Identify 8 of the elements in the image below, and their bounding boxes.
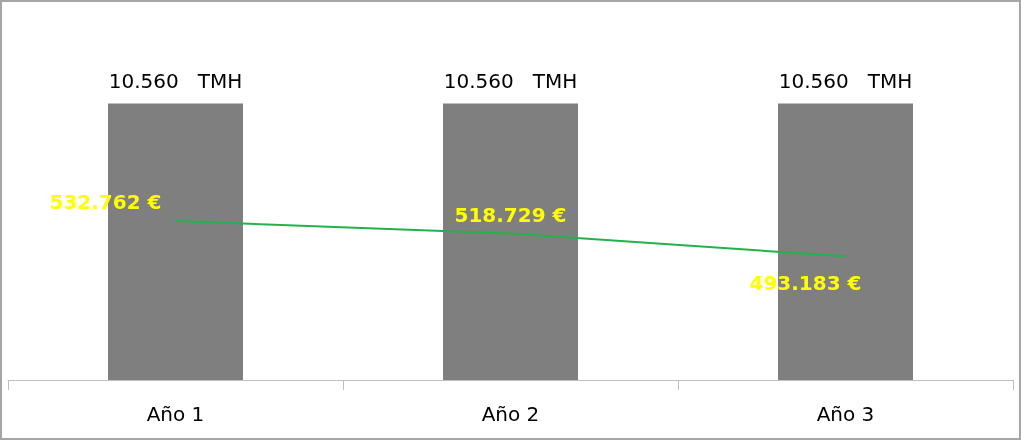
data-label: 10.560 TMH bbox=[443, 69, 578, 94]
x-tick-label: Año 3 bbox=[816, 402, 875, 426]
x-tick-label: Año 1 bbox=[146, 402, 205, 426]
data-label: 532.762 € bbox=[49, 190, 162, 214]
data-label: 10.560 TMH bbox=[108, 69, 243, 94]
data-label: 10.560 TMH bbox=[778, 69, 913, 94]
data-label: 518.729 € bbox=[454, 202, 567, 227]
x-tick-label: Año 2 bbox=[481, 402, 540, 426]
